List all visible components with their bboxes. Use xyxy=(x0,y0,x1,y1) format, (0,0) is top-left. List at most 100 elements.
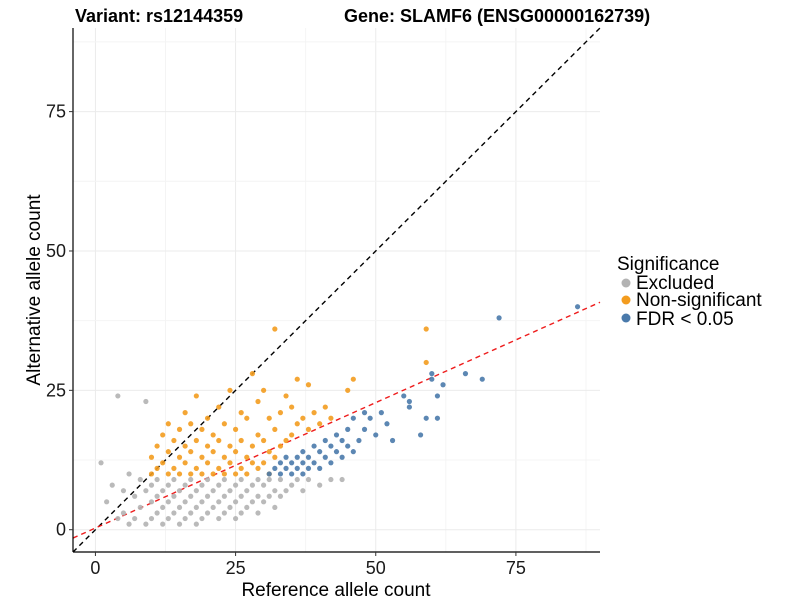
point-non-significant xyxy=(249,443,256,449)
point-excluded xyxy=(182,515,188,522)
point-excluded xyxy=(182,499,188,505)
point-non-significant xyxy=(199,454,205,460)
point-non-significant xyxy=(249,460,256,466)
point-fdr-0-05 xyxy=(317,465,323,471)
point-excluded xyxy=(289,482,295,488)
point-non-significant xyxy=(350,376,356,382)
point-excluded xyxy=(261,499,267,505)
point-non-significant xyxy=(423,359,429,366)
point-non-significant xyxy=(249,371,256,377)
point-excluded xyxy=(204,493,211,499)
point-excluded xyxy=(238,510,244,516)
point-fdr-0-05 xyxy=(339,454,345,460)
point-fdr-0-05 xyxy=(283,454,289,460)
point-non-significant xyxy=(272,326,278,332)
point-excluded xyxy=(317,482,323,488)
point-non-significant xyxy=(210,471,216,477)
point-non-significant xyxy=(266,449,272,455)
point-non-significant xyxy=(322,404,328,410)
point-excluded xyxy=(277,493,284,499)
point-excluded xyxy=(221,493,227,499)
point-excluded xyxy=(193,488,199,494)
point-non-significant xyxy=(193,465,199,471)
point-non-significant xyxy=(272,454,278,460)
point-fdr-0-05 xyxy=(496,315,502,321)
point-fdr-0-05 xyxy=(434,393,441,399)
point-fdr-0-05 xyxy=(328,460,334,466)
point-excluded xyxy=(305,476,312,483)
point-fdr-0-05 xyxy=(389,437,396,444)
point-non-significant xyxy=(328,415,334,421)
point-non-significant xyxy=(171,437,177,444)
point-excluded xyxy=(143,488,149,494)
point-fdr-0-05 xyxy=(311,460,317,466)
point-non-significant xyxy=(283,437,289,444)
point-non-significant xyxy=(182,410,188,416)
point-excluded xyxy=(255,493,261,499)
point-excluded xyxy=(120,510,127,516)
point-excluded xyxy=(300,488,306,494)
point-fdr-0-05 xyxy=(272,465,278,471)
point-non-significant xyxy=(423,326,429,332)
point-non-significant xyxy=(283,393,289,399)
point-fdr-0-05 xyxy=(283,465,289,471)
point-fdr-0-05 xyxy=(429,376,435,382)
point-fdr-0-05 xyxy=(300,460,306,466)
point-fdr-0-05 xyxy=(367,415,373,421)
point-fdr-0-05 xyxy=(350,415,356,421)
point-non-significant xyxy=(255,432,261,438)
point-non-significant xyxy=(216,404,222,410)
point-excluded xyxy=(199,499,205,505)
point-non-significant xyxy=(277,410,284,416)
point-fdr-0-05 xyxy=(300,471,306,477)
axes xyxy=(72,28,600,553)
point-fdr-0-05 xyxy=(345,426,351,432)
point-excluded xyxy=(154,476,160,483)
point-non-significant xyxy=(345,387,351,393)
data-points xyxy=(98,304,581,527)
y-tick-label: 75 xyxy=(46,102,66,122)
point-excluded xyxy=(120,488,127,494)
point-excluded xyxy=(148,499,155,505)
point-excluded xyxy=(165,515,171,522)
point-fdr-0-05 xyxy=(345,443,351,449)
point-fdr-0-05 xyxy=(361,426,368,432)
point-excluded xyxy=(193,521,199,527)
point-non-significant xyxy=(165,471,171,477)
x-tick-label: 75 xyxy=(506,558,526,578)
y-tick-label: 50 xyxy=(46,241,66,261)
point-non-significant xyxy=(232,471,239,477)
point-non-significant xyxy=(238,410,244,416)
x-axis-label: Reference allele count xyxy=(241,580,431,600)
point-excluded xyxy=(98,460,104,466)
point-non-significant xyxy=(188,421,194,427)
point-excluded xyxy=(188,476,194,483)
point-fdr-0-05 xyxy=(356,437,362,444)
point-excluded xyxy=(339,476,345,483)
point-non-significant xyxy=(193,393,199,399)
point-non-significant xyxy=(199,471,205,477)
point-excluded xyxy=(210,488,216,494)
y-tick-label: 0 xyxy=(56,520,66,540)
point-fdr-0-05 xyxy=(406,398,412,405)
point-fdr-0-05 xyxy=(423,415,429,421)
point-non-significant xyxy=(210,449,216,455)
point-non-significant xyxy=(160,432,166,438)
reference-lines xyxy=(72,27,601,553)
point-non-significant xyxy=(227,460,233,466)
point-excluded xyxy=(328,476,334,483)
point-excluded xyxy=(249,499,256,505)
point-excluded xyxy=(160,521,166,527)
point-non-significant xyxy=(165,449,171,455)
point-non-significant xyxy=(216,465,222,471)
point-fdr-0-05 xyxy=(277,471,284,477)
point-non-significant xyxy=(188,449,194,455)
point-fdr-0-05 xyxy=(289,471,295,477)
point-excluded xyxy=(232,482,239,488)
point-excluded xyxy=(204,510,211,516)
point-excluded xyxy=(193,504,199,511)
point-excluded xyxy=(210,504,216,511)
point-non-significant xyxy=(244,454,250,460)
point-non-significant xyxy=(232,449,239,455)
point-non-significant xyxy=(261,437,267,444)
